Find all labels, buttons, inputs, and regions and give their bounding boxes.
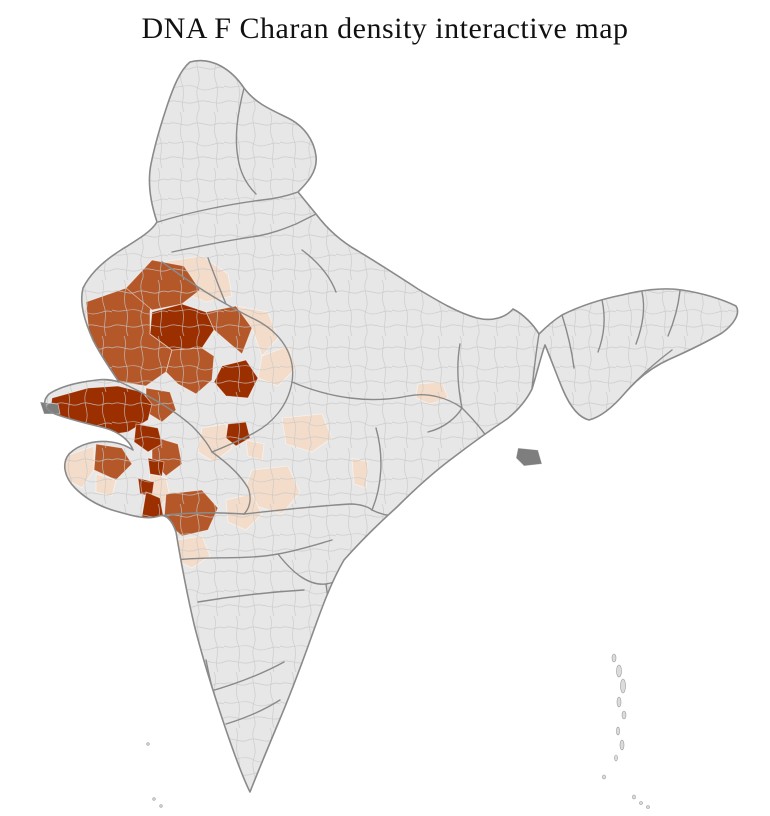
page-title: DNA F Charan density interactive map bbox=[141, 12, 629, 45]
lakshadweep-islands[interactable] bbox=[146, 742, 163, 808]
andaman-nicobar-islands[interactable] bbox=[602, 653, 650, 809]
district-low-density[interactable] bbox=[313, 677, 339, 703]
district-boundaries-mesh bbox=[44, 60, 738, 793]
region-no-data[interactable] bbox=[515, 447, 543, 467]
india-outline bbox=[43, 59, 739, 793]
